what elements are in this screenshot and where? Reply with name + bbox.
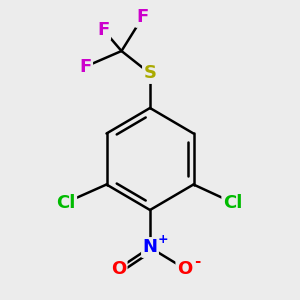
Text: Cl: Cl bbox=[56, 194, 76, 211]
Text: +: + bbox=[157, 232, 168, 246]
Text: S: S bbox=[143, 64, 157, 82]
Text: -: - bbox=[194, 254, 200, 269]
Text: N: N bbox=[142, 238, 158, 256]
Text: F: F bbox=[98, 21, 110, 39]
Text: O: O bbox=[111, 260, 126, 278]
Text: F: F bbox=[136, 8, 148, 26]
Text: F: F bbox=[80, 58, 92, 76]
Text: O: O bbox=[177, 260, 192, 278]
Text: Cl: Cl bbox=[223, 194, 242, 211]
